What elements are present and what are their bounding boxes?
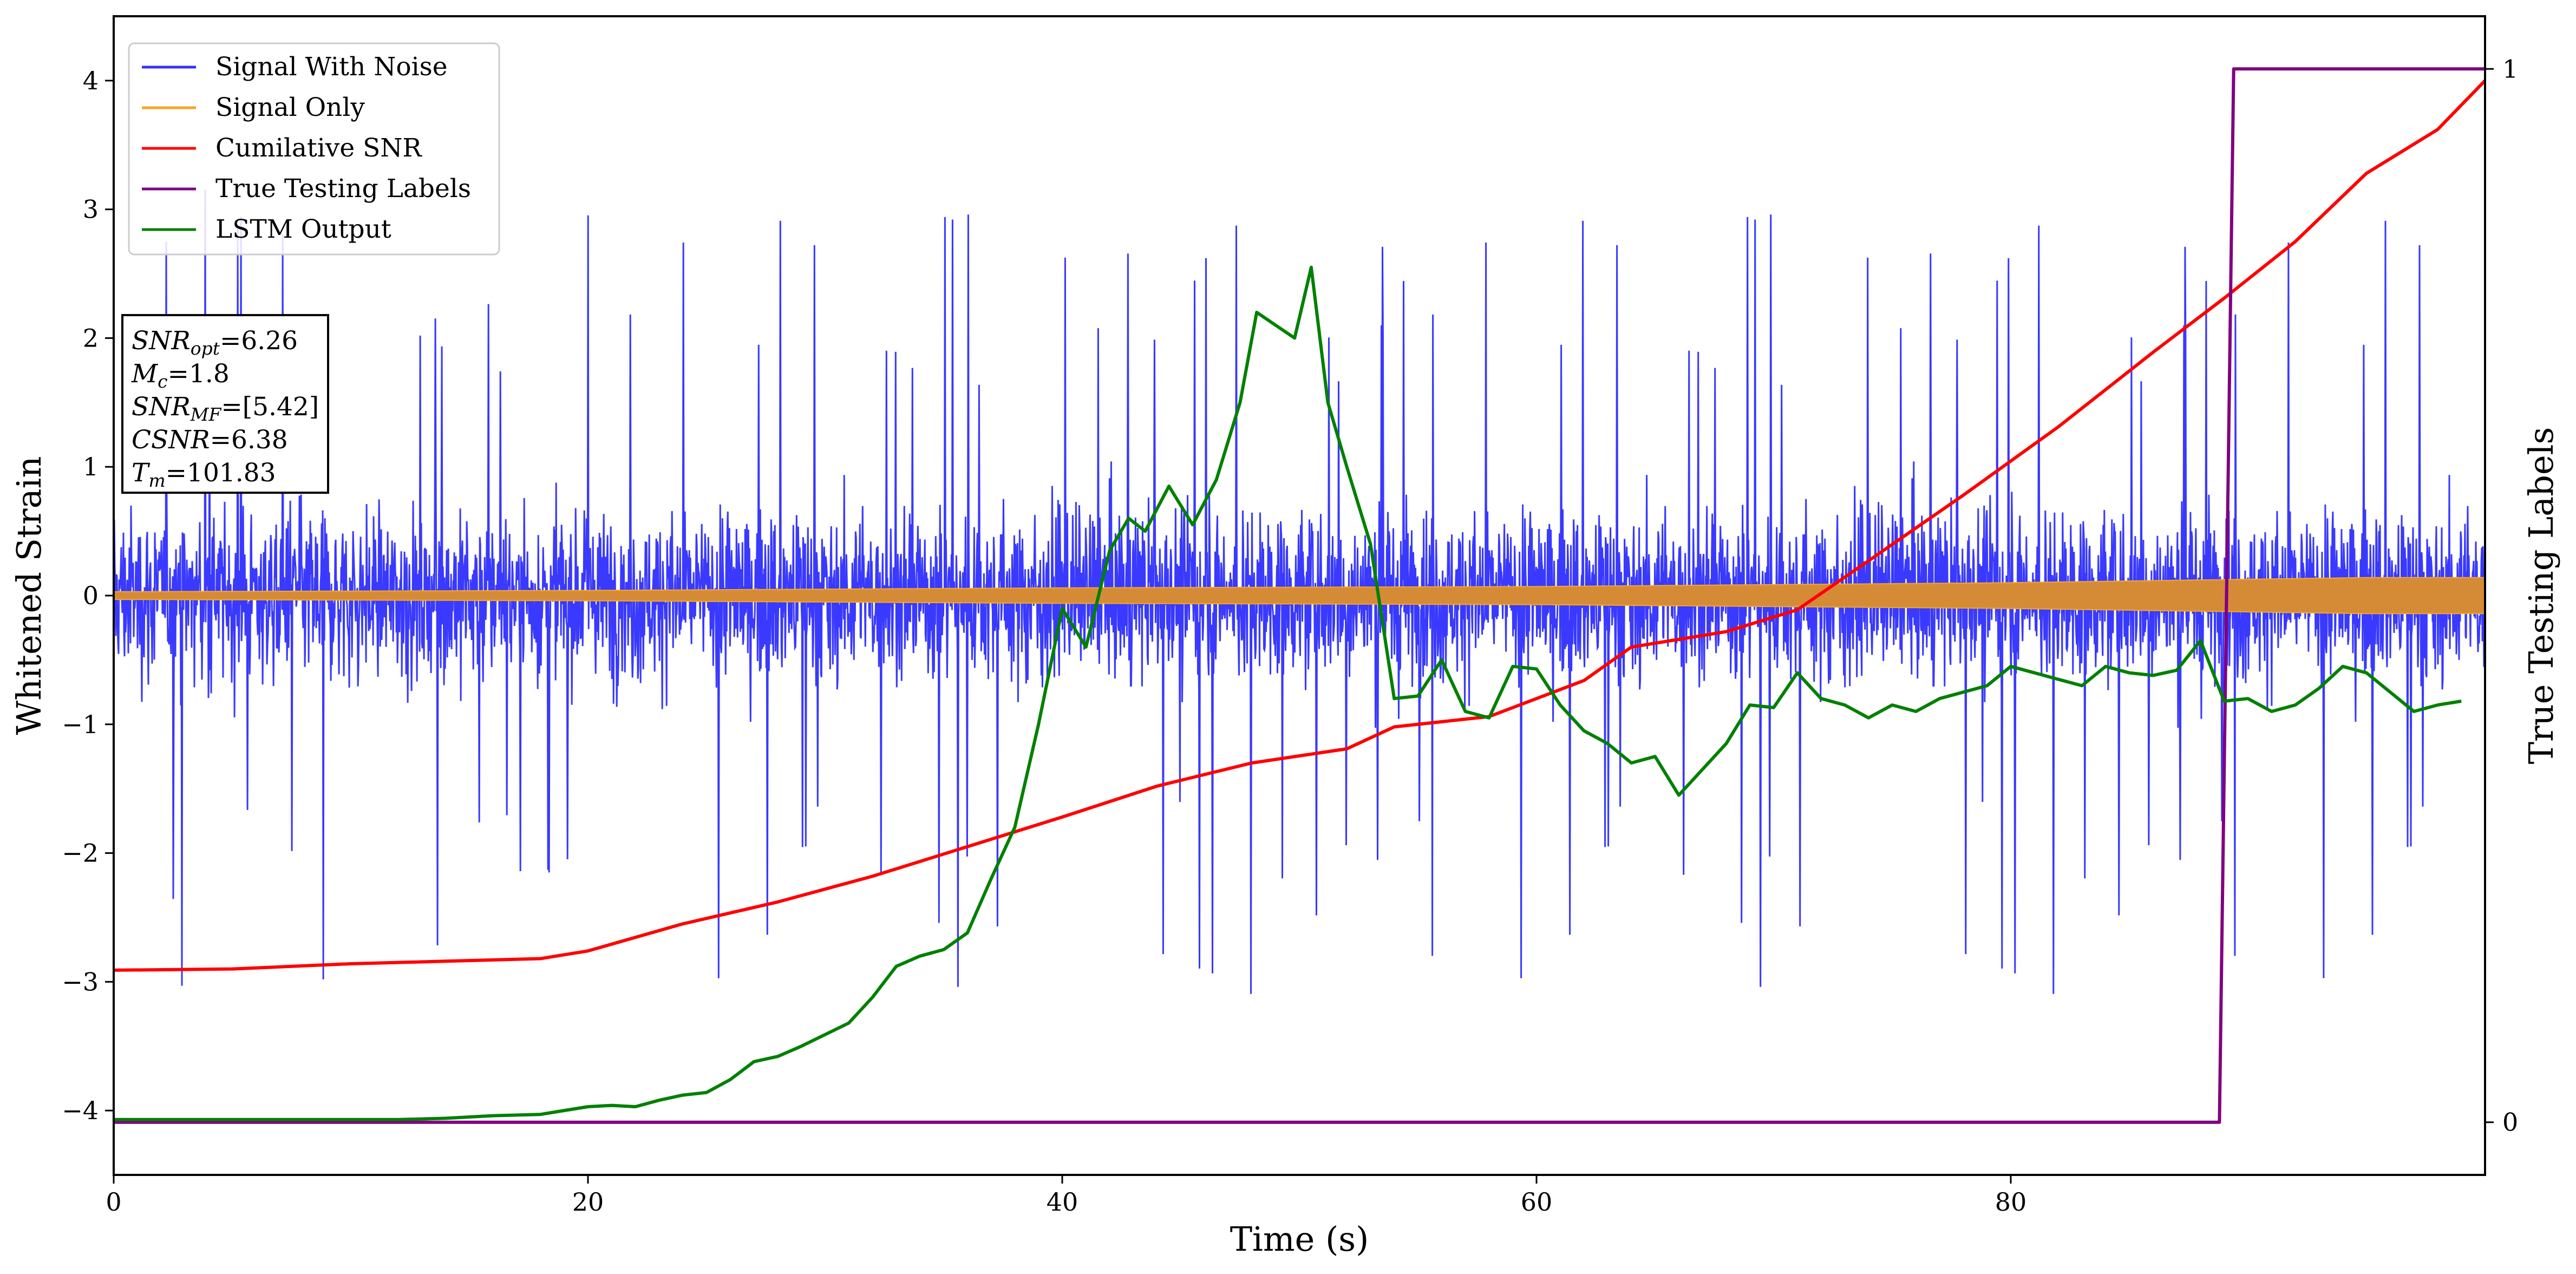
y-tick-label: −2	[62, 839, 99, 868]
annotation-line: SNRopt=6.26	[132, 326, 298, 359]
y-tick-label: 4	[83, 66, 99, 95]
y-tick-label: −1	[62, 710, 99, 739]
x-tick-label: 80	[1995, 1187, 2027, 1217]
legend-label: LSTM Output	[215, 214, 391, 244]
y-tick-label: −3	[62, 967, 99, 996]
y2-tick-label: 0	[2502, 1108, 2518, 1137]
annotation-line: Mc=1.8	[131, 359, 230, 392]
lstm-output-line	[114, 265, 2462, 1121]
legend-label: Signal Only	[215, 93, 365, 122]
y-tick-label: 0	[83, 581, 99, 610]
y-tick-label: −4	[62, 1096, 99, 1125]
line-series-layer	[114, 67, 2485, 1124]
annotation-frame	[121, 314, 329, 494]
signal-only-series	[114, 577, 2485, 615]
y-tick-label: 2	[83, 323, 99, 352]
legend-label: True Testing Labels	[215, 174, 471, 204]
true-testing-labels-line	[114, 67, 2485, 1124]
y2-axis-title: True Testing Labels	[2521, 427, 2561, 765]
legend-label: Signal With Noise	[215, 52, 448, 82]
x-tick-label: 0	[106, 1187, 121, 1217]
x-axis: 0 20 40 60 80	[106, 1175, 2026, 1217]
y-axis: −4 −3 −2 −1 0 1 2 3 4	[62, 66, 114, 1125]
cumilative-snr-line	[114, 79, 2485, 972]
x-tick-label: 40	[1047, 1187, 1078, 1217]
legend-label: Cumilative SNR	[215, 133, 422, 163]
y-axis-title: Whitened Strain	[9, 456, 49, 735]
x-tick-label: 20	[572, 1187, 604, 1217]
annotation-box: SNRopt=6.26Mc=1.8SNRMF=[5.42]CSNR=6.38Tm…	[121, 314, 329, 494]
legend-frame	[128, 42, 500, 256]
annotation-line: Tm=101.83	[132, 458, 276, 491]
y2-tick-label: 1	[2502, 54, 2518, 83]
plot-area	[114, 67, 2485, 1124]
legend: Signal With Noise Signal Only Cumilative S…	[128, 42, 500, 256]
annotation-line: SNRMF=[5.42]	[132, 392, 319, 425]
y-tick-label: 3	[83, 195, 99, 224]
signal-only-band	[114, 577, 2485, 615]
annotation-line: CSNR=6.38	[132, 425, 288, 455]
y2-axis: 01	[2485, 54, 2518, 1137]
x-axis-title: Time (s)	[1230, 1219, 1369, 1259]
y-tick-label: 1	[83, 452, 99, 481]
x-tick-label: 60	[1521, 1187, 1553, 1217]
